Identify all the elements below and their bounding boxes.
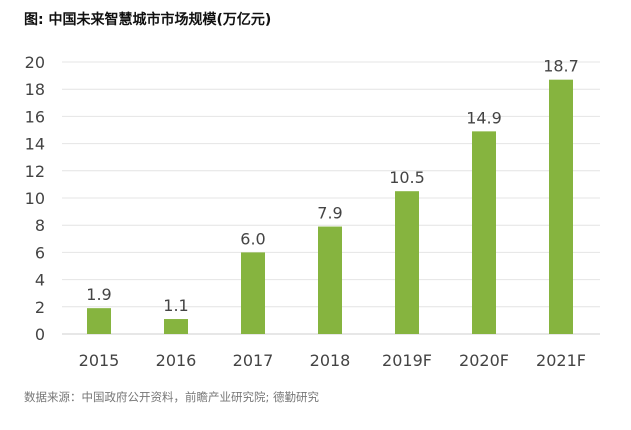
x-tick-label: 2016	[156, 351, 197, 370]
y-tick-label: 12	[25, 162, 45, 181]
y-tick-label: 14	[25, 135, 45, 154]
bar	[318, 226, 342, 334]
data-label: 1.9	[86, 285, 111, 304]
bar	[395, 191, 419, 334]
y-tick-label: 8	[35, 216, 45, 235]
x-tick-label: 2019F	[382, 351, 432, 370]
x-tick-label: 2018	[310, 351, 351, 370]
x-tick-label: 2015	[79, 351, 120, 370]
y-tick-label: 6	[35, 243, 45, 262]
data-label: 14.9	[466, 108, 502, 127]
x-tick-label: 2020F	[459, 351, 509, 370]
bar	[241, 252, 265, 334]
y-tick-label: 18	[25, 80, 45, 99]
x-tick-label: 2021F	[536, 351, 586, 370]
chart-title: 图: 中国未来智慧城市市场规模(万亿元)	[24, 12, 272, 28]
x-tick-label: 2017	[233, 351, 274, 370]
source-note: 数据来源：中国政府公开资料，前瞻产业研究院; 德勤研究	[24, 390, 320, 404]
y-tick-label: 0	[35, 325, 45, 344]
bar	[549, 79, 573, 335]
data-label: 1.1	[163, 296, 188, 315]
y-tick-label: 16	[25, 107, 45, 126]
data-label: 10.5	[389, 168, 425, 187]
data-label: 18.7	[543, 57, 579, 76]
bar	[472, 131, 496, 334]
bar	[164, 319, 188, 334]
y-tick-label: 10	[25, 189, 45, 208]
data-label: 6.0	[240, 229, 265, 248]
data-label: 7.9	[317, 204, 342, 223]
y-tick-label: 2	[35, 298, 45, 317]
y-tick-label: 20	[25, 53, 45, 72]
bar	[87, 308, 111, 334]
y-tick-label: 4	[35, 271, 45, 290]
